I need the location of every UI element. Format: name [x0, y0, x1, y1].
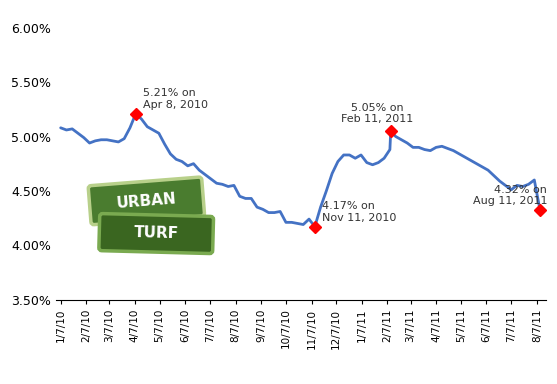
FancyBboxPatch shape	[89, 177, 204, 225]
Text: URBAN: URBAN	[116, 191, 177, 211]
Text: 5.21% on
Apr 8, 2010: 5.21% on Apr 8, 2010	[143, 88, 208, 109]
Text: 5.05% on
Feb 11, 2011: 5.05% on Feb 11, 2011	[341, 103, 413, 124]
Text: 4.32% on
Aug 11, 2011: 4.32% on Aug 11, 2011	[472, 185, 547, 206]
Text: 4.17% on
Nov 11, 2010: 4.17% on Nov 11, 2010	[322, 201, 396, 223]
FancyBboxPatch shape	[99, 214, 213, 253]
Text: TURF: TURF	[134, 225, 179, 242]
